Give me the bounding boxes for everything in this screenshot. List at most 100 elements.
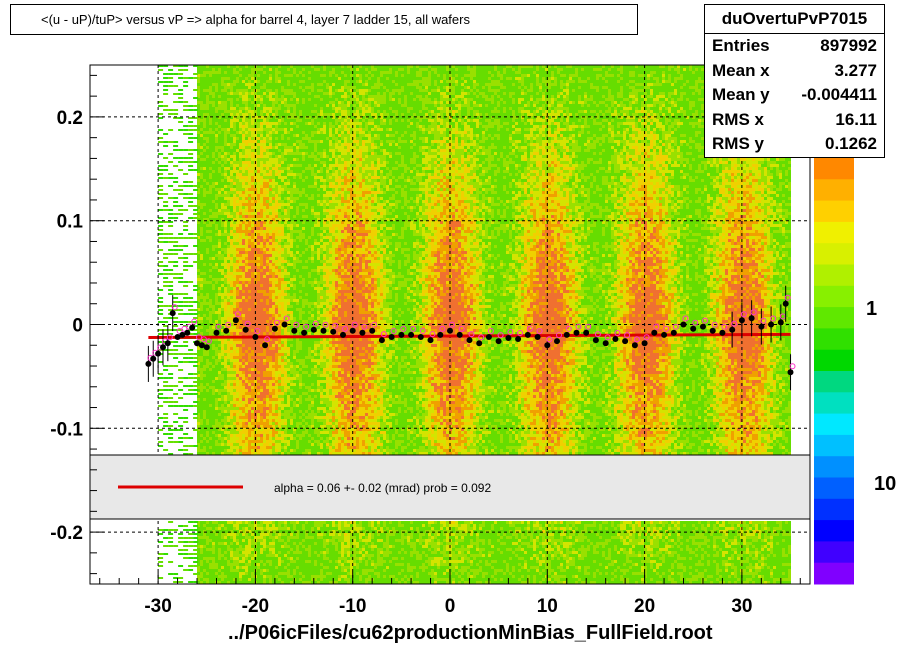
heat-cell <box>200 380 203 383</box>
heat-cell <box>254 242 257 245</box>
heat-cell <box>227 197 230 200</box>
heat-cell <box>218 218 221 221</box>
heat-cell <box>212 407 215 410</box>
heat-cell <box>209 404 212 407</box>
heat-cell <box>236 326 239 329</box>
heat-cell <box>233 341 236 344</box>
heat-cell <box>197 545 200 548</box>
heat-cell <box>212 563 215 566</box>
heat-cell <box>275 152 278 155</box>
heat-cell <box>242 563 245 566</box>
heat-cell <box>233 416 236 419</box>
heat-cell <box>275 428 278 431</box>
heat-cell <box>269 71 272 74</box>
heat-cell <box>245 527 248 530</box>
heat-cell <box>233 311 236 314</box>
heat-cell <box>263 386 266 389</box>
heat-cell <box>224 407 227 410</box>
heat-cell <box>278 89 281 92</box>
heat-cell <box>224 539 227 542</box>
heat-cell <box>215 248 218 251</box>
heat-cell <box>284 179 287 182</box>
heat-cell <box>236 167 239 170</box>
heat-cell <box>287 119 290 122</box>
heat-cell <box>281 560 284 563</box>
heat-cell <box>272 449 275 452</box>
heat-cell <box>233 272 236 275</box>
heat-cell <box>254 260 257 263</box>
heat-cell <box>281 581 284 584</box>
heat-cell <box>218 362 221 365</box>
heat-cell <box>230 242 233 245</box>
heat-cell <box>239 425 242 428</box>
heat-cell <box>224 272 227 275</box>
heat-cell <box>275 542 278 545</box>
heat-cell <box>221 200 224 203</box>
heat-cell <box>251 338 254 341</box>
heat-cell <box>263 251 266 254</box>
heat-cell <box>290 539 293 542</box>
heat-cell <box>263 71 266 74</box>
heat-cell <box>272 284 275 287</box>
heat-cell <box>203 539 206 542</box>
heat-cell <box>197 443 200 446</box>
heat-cell <box>260 140 263 143</box>
heat-cell <box>215 542 218 545</box>
heat-cell <box>251 212 254 215</box>
heat-cell <box>227 215 230 218</box>
heat-cell <box>203 239 206 242</box>
heat-cell <box>233 353 236 356</box>
heat-cell <box>239 356 242 359</box>
heat-cell <box>224 434 227 437</box>
heat-cell <box>242 110 245 113</box>
heat-cell <box>200 323 203 326</box>
heat-cell <box>233 143 236 146</box>
heat-cell <box>239 191 242 194</box>
heat-cell <box>257 317 260 320</box>
heat-cell <box>260 290 263 293</box>
heat-cell <box>248 575 251 578</box>
heat-cell <box>224 236 227 239</box>
heat-cell <box>275 86 278 89</box>
heat-cell <box>197 200 200 203</box>
heat-cell <box>224 569 227 572</box>
heat-cell <box>257 281 260 284</box>
heat-cell <box>227 251 230 254</box>
heat-cell <box>278 299 281 302</box>
heat-cell <box>206 563 209 566</box>
heat-cell <box>278 161 281 164</box>
heat-cell <box>224 68 227 71</box>
heat-cell <box>197 107 200 110</box>
heat-cell <box>224 149 227 152</box>
heat-cell <box>272 362 275 365</box>
heat-cell <box>251 191 254 194</box>
heat-cell <box>287 566 290 569</box>
heat-cell <box>278 269 281 272</box>
heat-cell <box>242 569 245 572</box>
heat-cell <box>254 92 257 95</box>
heat-cell <box>272 176 275 179</box>
heat-cell <box>203 431 206 434</box>
heat-cell <box>290 221 293 224</box>
heat-cell <box>218 554 221 557</box>
heat-cell <box>245 221 248 224</box>
heat-cell <box>251 308 254 311</box>
heat-cell <box>287 398 290 401</box>
heat-cell <box>284 236 287 239</box>
heat-cell <box>275 359 278 362</box>
heat-cell <box>212 428 215 431</box>
heat-cell <box>269 188 272 191</box>
heat-cell <box>272 260 275 263</box>
heat-cell <box>281 407 284 410</box>
heat-cell <box>218 65 221 68</box>
heat-cell <box>215 521 218 524</box>
heat-cell <box>254 392 257 395</box>
heat-cell <box>269 233 272 236</box>
heat-cell <box>257 383 260 386</box>
heat-cell <box>203 131 206 134</box>
heat-cell <box>215 170 218 173</box>
heat-cell <box>230 263 233 266</box>
heat-cell <box>287 434 290 437</box>
heat-cell <box>209 98 212 101</box>
heat-cell <box>206 149 209 152</box>
